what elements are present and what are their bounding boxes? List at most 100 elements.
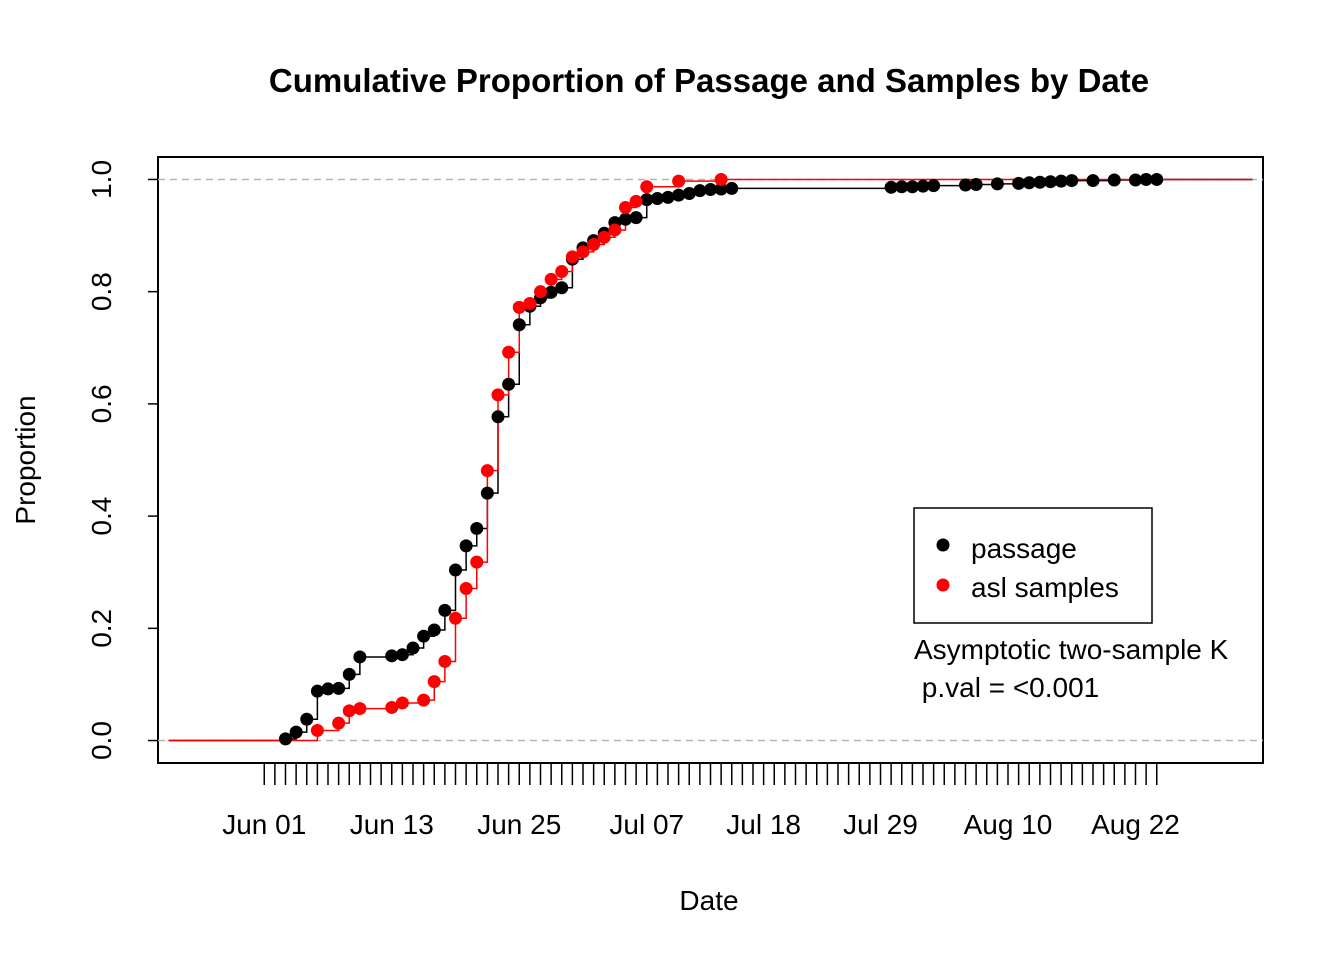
point-passage [661, 190, 675, 204]
point-passage [927, 179, 941, 193]
point-passage [406, 641, 420, 655]
x-tick-label: Jun 25 [477, 809, 561, 840]
point-asl-samples [459, 581, 473, 595]
point-passage [289, 725, 303, 739]
x-tick-label: Jul 29 [843, 809, 918, 840]
point-passage [470, 521, 484, 535]
point-passage [1022, 176, 1036, 190]
point-asl-samples [534, 285, 547, 299]
point-asl-samples [502, 345, 516, 359]
point-passage [332, 681, 346, 695]
point-passage [491, 410, 505, 424]
point-passage [704, 183, 717, 197]
point-asl-samples [619, 201, 632, 214]
legend-label-asl-samples: asl samples [971, 572, 1119, 603]
point-passage [1129, 173, 1142, 187]
ks-test-annotation: Asymptotic two-sample K [914, 634, 1229, 665]
y-axis: 0.0 0.2 0.4 0.6 0.8 1.0 [86, 160, 158, 760]
point-passage [417, 629, 431, 643]
point-asl-samples [427, 675, 441, 689]
point-passage [480, 486, 494, 500]
point-passage [884, 180, 898, 194]
x-axis-label: Date [679, 885, 738, 916]
point-passage [502, 377, 516, 391]
point-asl-samples [332, 716, 346, 730]
point-passage [1150, 172, 1164, 186]
point-passage [279, 732, 292, 746]
point-asl-samples [480, 464, 494, 478]
point-passage [1054, 174, 1068, 188]
point-asl-samples [353, 702, 367, 716]
point-passage [342, 667, 356, 681]
point-passage [693, 184, 707, 198]
point-asl-samples [640, 180, 654, 194]
point-asl-samples [565, 250, 579, 264]
legend-marker-asl-samples [936, 578, 950, 592]
point-passage [544, 285, 558, 299]
point-asl-samples [438, 654, 452, 668]
point-asl-samples [470, 555, 484, 569]
point-passage [640, 193, 654, 207]
point-passage [321, 682, 335, 696]
y-tick-label: 0.8 [86, 272, 117, 311]
reference-lines [158, 178, 1263, 742]
data-points [279, 172, 1164, 746]
point-asl-samples [576, 245, 590, 259]
point-passage [1086, 174, 1100, 188]
point-passage [629, 211, 643, 225]
point-passage [916, 179, 930, 193]
point-asl-samples [491, 388, 505, 402]
point-passage [895, 180, 909, 194]
point-passage [714, 182, 728, 196]
point-passage [512, 318, 526, 332]
chart-title: Cumulative Proportion of Passage and Sam… [269, 62, 1149, 99]
point-passage [1139, 172, 1153, 186]
point-asl-samples [544, 272, 558, 286]
x-tick-label: Jun 01 [222, 809, 306, 840]
x-tick-label: Aug 10 [964, 809, 1053, 840]
point-passage [619, 212, 632, 226]
point-passage [300, 712, 314, 726]
p-value-annotation: p.val = <0.001 [914, 672, 1099, 703]
point-passage [449, 563, 462, 577]
point-asl-samples [310, 723, 324, 737]
point-passage [395, 648, 409, 662]
point-asl-samples [385, 700, 399, 714]
point-passage [990, 177, 1004, 191]
y-tick-label: 0.6 [86, 384, 117, 423]
point-asl-samples [587, 238, 601, 252]
x-axis: Jun 01 Jun 13 Jun 25 Jul 07 Jul 18 Jul 29 Aug … [222, 762, 1180, 840]
point-passage [725, 181, 739, 195]
y-axis-label: Proportion [10, 395, 41, 524]
legend-label-passage: passage [971, 533, 1077, 564]
point-passage [438, 603, 452, 617]
x-tick-label: Aug 22 [1091, 809, 1180, 840]
point-passage [1107, 173, 1121, 187]
point-asl-samples [449, 611, 462, 625]
y-tick-label: 0.2 [86, 609, 117, 648]
point-passage [969, 177, 983, 191]
point-asl-samples [629, 194, 643, 208]
point-passage [905, 180, 919, 194]
point-asl-samples [555, 264, 569, 278]
point-passage [959, 178, 972, 192]
x-tick-label: Jul 18 [726, 809, 801, 840]
point-asl-samples [714, 172, 728, 186]
point-asl-samples [417, 693, 431, 707]
point-asl-samples [672, 174, 686, 188]
y-tick-label: 1.0 [86, 160, 117, 199]
point-passage [427, 623, 441, 637]
point-passage [459, 539, 473, 553]
point-passage [672, 188, 686, 202]
point-passage [1012, 176, 1026, 190]
legend: passage asl samples [913, 507, 1153, 624]
point-passage [353, 650, 367, 664]
legend-box [913, 507, 1153, 624]
point-passage [650, 192, 664, 206]
point-passage [385, 649, 399, 663]
y-tick-label: 0.4 [86, 497, 117, 536]
x-tick-label: Jun 13 [350, 809, 434, 840]
point-passage [1065, 174, 1079, 188]
point-asl-samples [512, 300, 526, 314]
